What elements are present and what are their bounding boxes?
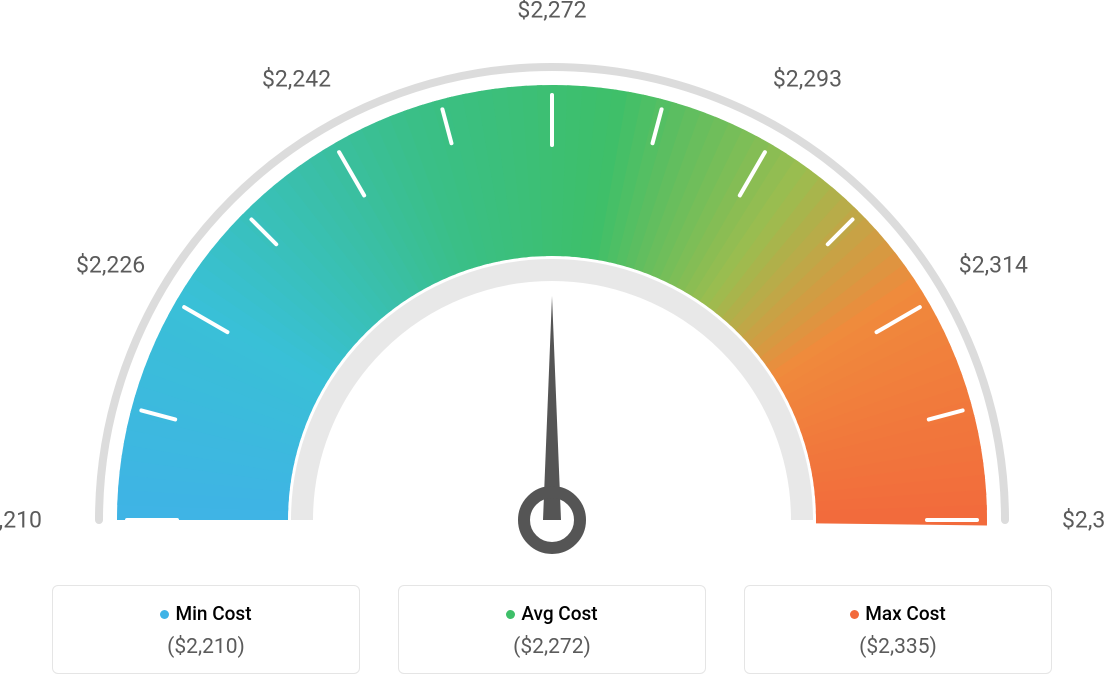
legend-title-min-text: Min Cost xyxy=(175,602,251,625)
legend-card-avg: Avg Cost ($2,272) xyxy=(398,585,706,674)
legend-title-avg: Avg Cost xyxy=(399,602,705,625)
gauge-tick-label: $2,335 xyxy=(1062,507,1104,534)
legend-value-max: ($2,335) xyxy=(745,635,1051,659)
legend-title-max: Max Cost xyxy=(745,602,1051,625)
gauge-tick-label: $2,272 xyxy=(517,0,586,24)
legend-title-avg-text: Avg Cost xyxy=(521,602,597,625)
dot-max xyxy=(850,610,859,619)
dot-avg xyxy=(506,610,515,619)
legend-card-max: Max Cost ($2,335) xyxy=(744,585,1052,674)
gauge-tick-label: $2,226 xyxy=(76,251,145,278)
gauge-tick-label: $2,242 xyxy=(262,65,331,92)
legend-title-min: Min Cost xyxy=(53,602,359,625)
gauge-chart: $2,210$2,226$2,242$2,272$2,293$2,314$2,3… xyxy=(52,20,1052,560)
legend-row: Min Cost ($2,210) Avg Cost ($2,272) Max … xyxy=(52,585,1052,674)
legend-card-min: Min Cost ($2,210) xyxy=(52,585,360,674)
gauge-svg xyxy=(52,20,1052,560)
legend-title-max-text: Max Cost xyxy=(865,602,945,625)
dot-min xyxy=(160,610,169,619)
legend-value-min: ($2,210) xyxy=(53,635,359,659)
gauge-tick-label: $2,314 xyxy=(959,251,1028,278)
legend-value-avg: ($2,272) xyxy=(399,635,705,659)
gauge-tick-label: $2,210 xyxy=(0,507,42,534)
gauge-tick-label: $2,293 xyxy=(773,65,842,92)
